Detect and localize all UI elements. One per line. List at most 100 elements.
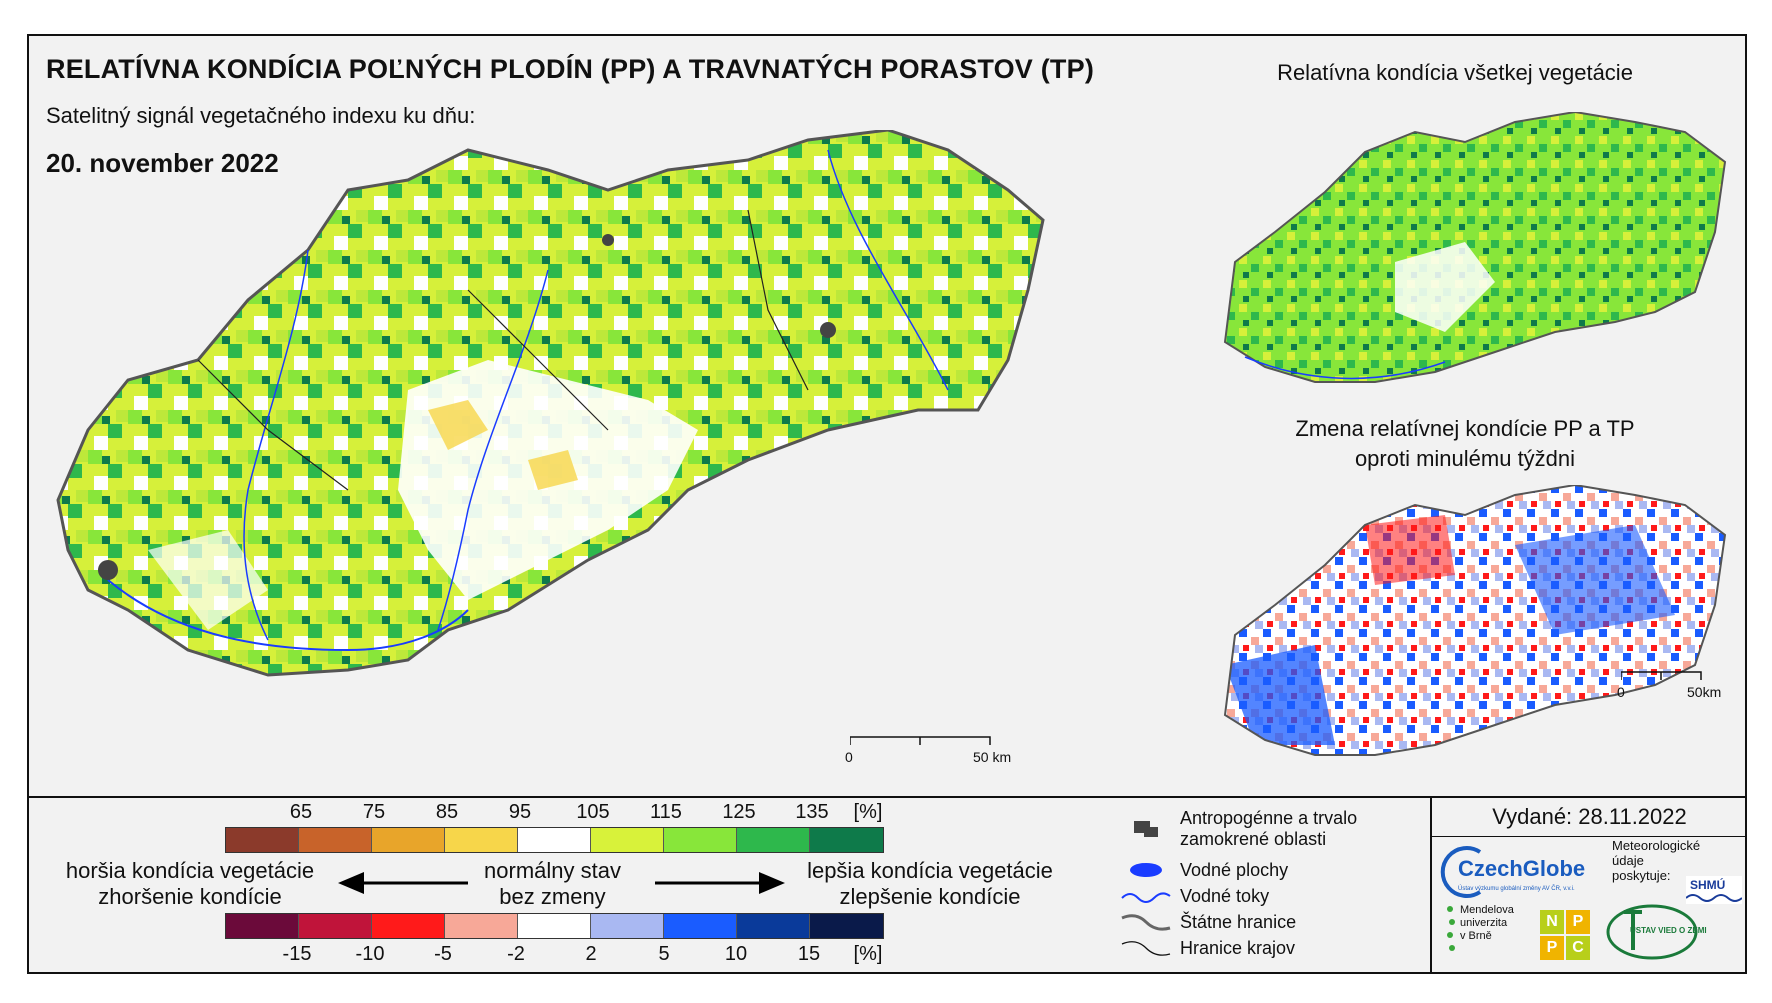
scalebar-small-end: 50km (1687, 684, 1722, 700)
condition-label: 105 (576, 801, 610, 823)
credits-box: Vydané: 28.11.2022 CzechGlobe Ústav výzk… (1430, 796, 1747, 974)
mendel-line1: Mendelova (1460, 904, 1514, 916)
page-title: RELATÍVNA KONDÍCIA POĽNÝCH PLODÍN (PP) A… (46, 54, 1095, 84)
scalebar-end: 50 km (973, 749, 1012, 765)
date-label: 20. november 2022 (46, 148, 279, 178)
meteo-line2: údaje (1612, 853, 1644, 868)
symbol-region-border-label: Hranice krajov (1180, 937, 1296, 958)
nppc-letter: N (1540, 910, 1564, 934)
condition-label: 95 (508, 801, 532, 823)
mendel-line2: univerzita (1460, 917, 1508, 929)
symbol-water-body-label: Vodné plochy (1180, 859, 1289, 880)
condition-color-swatch (664, 828, 737, 852)
change-color-swatch (372, 914, 445, 938)
nppc-letter: P (1566, 910, 1590, 934)
arrow-right-icon (655, 872, 785, 894)
normal-line1: normálny stav (484, 858, 621, 883)
meteo-credit: Meteorologické údaje poskytuje: (1612, 838, 1700, 883)
change-unit: [%] (853, 943, 883, 965)
change-color-swatch (226, 914, 299, 938)
symbol-region-border: Hranice krajov (1120, 936, 1295, 960)
better-line1: lepšia kondícia vegetácie (807, 858, 1053, 883)
river-vah (243, 249, 309, 641)
better-label: lepšia kondícia vegetácie zlepšenie kond… (780, 858, 1080, 910)
change-label: -5 (434, 943, 452, 965)
river-east (827, 149, 949, 391)
worse-line1: horšia kondícia vegetácie (65, 858, 315, 883)
main-condition-map (56, 130, 1045, 677)
symbol-state-border-label: Štátne hranice (1180, 911, 1297, 932)
czechglobe-sub: Ústav výzkumu globální změny AV ČR, v.v.… (1458, 886, 1575, 892)
symbol-river-label: Vodné toky (1180, 885, 1270, 906)
change-color-swatch (445, 914, 518, 938)
change-color-swatch (664, 914, 737, 938)
condition-label: 135 (795, 801, 829, 823)
river-icon (1121, 892, 1171, 903)
urban-area-icon (1134, 821, 1158, 837)
meteo-line3: poskytuje: (1612, 868, 1671, 883)
uvz-name: ÚSTAV VIED O ZEMI (1630, 926, 1707, 935)
scalebar-start: 0 (845, 749, 853, 765)
condition-color-swatch (591, 828, 664, 852)
condition-label: 75 (362, 801, 386, 823)
change-color-ramp (225, 913, 884, 939)
change-color-swatch (810, 914, 883, 938)
change-color-swatch (518, 914, 591, 938)
change-color-swatch (591, 914, 664, 938)
condition-color-swatch (372, 828, 445, 852)
czechglobe-logo: CzechGlobe Ústav výzkumu globální změny … (1440, 844, 1605, 904)
czechglobe-name: CzechGlobe (1458, 856, 1586, 881)
small-scalebar: 0 50km (1617, 670, 1721, 700)
change-label: 10 (724, 943, 748, 965)
weekly-change-map (1223, 485, 1727, 756)
condition-label: 85 (435, 801, 459, 823)
region-border (197, 209, 809, 491)
nppc-logo: N P P C (1540, 910, 1590, 960)
condition-color-swatch (445, 828, 518, 852)
uvz-logo: ÚSTAV VIED O ZEMI (1606, 904, 1707, 964)
state-border-icon (1121, 914, 1171, 931)
page-subtitle: Satelitný signál vegetačného indexu ku d… (46, 103, 476, 128)
change-color-swatch (737, 914, 810, 938)
symbol-water-body: Vodné plochy (1120, 858, 1288, 882)
mendel-logo: Mendelova univerzita v Brně (1447, 904, 1514, 951)
all-vegetation-title: Relatívna kondícia všetkej vegetácie (1277, 60, 1633, 85)
change-label: 5 (658, 943, 670, 965)
city-marker (820, 322, 836, 338)
condition-unit: [%] (853, 801, 883, 823)
change-label: -2 (507, 943, 525, 965)
condition-color-swatch (299, 828, 372, 852)
symbol-urban-line1: Antropogénne a trvalo (1180, 808, 1358, 828)
condition-color-ramp (225, 827, 884, 853)
change-label: -10 (355, 943, 385, 965)
change-title-line1: Zmena relatívnej kondície PP a TP (1295, 416, 1635, 441)
river-danube (107, 579, 469, 652)
condition-color-swatch (810, 828, 883, 852)
river-hron (437, 269, 549, 631)
condition-color-swatch (737, 828, 810, 852)
water-body-icon (1130, 863, 1162, 877)
scalebar-small-start: 0 (1617, 684, 1625, 700)
shmu-logo: SHMÚ (1686, 876, 1742, 904)
normal-line2: bez zmeny (499, 884, 606, 909)
all-vegetation-map (1223, 112, 1727, 383)
city-marker (602, 234, 614, 246)
better-line2: zlepšenie kondície (839, 884, 1021, 909)
symbol-urban-line2: zamokrené oblasti (1180, 829, 1327, 849)
change-title-line2: oproti minulému týždni (1354, 446, 1576, 471)
change-label: 15 (797, 943, 821, 965)
change-label: 2 (585, 943, 597, 965)
change-label: -15 (282, 943, 312, 965)
worse-line2: zhoršenie kondície (98, 884, 282, 909)
nppc-letter: C (1566, 936, 1590, 960)
symbol-river: Vodné toky (1120, 884, 1269, 908)
symbol-state-border: Štátne hranice (1120, 910, 1296, 934)
issued-date: Vydané: 28.11.2022 (1432, 804, 1747, 837)
nppc-letter: P (1540, 936, 1564, 960)
condition-label: 125 (722, 801, 756, 823)
city-marker (98, 560, 118, 580)
condition-color-swatch (518, 828, 591, 852)
shmu-name: SHMÚ (1690, 878, 1726, 892)
symbol-urban: Antropogénne a trvalo zamokrené oblasti (1120, 808, 1357, 850)
change-color-swatch (299, 914, 372, 938)
